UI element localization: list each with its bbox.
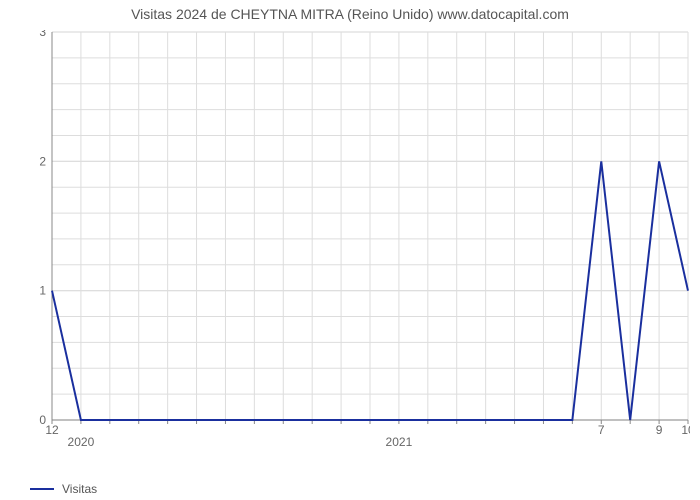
visits-chart: Visitas 2024 de CHEYTNA MITRA (Reino Uni… — [0, 0, 700, 500]
svg-text:2021: 2021 — [386, 435, 413, 449]
svg-text:2: 2 — [39, 154, 46, 168]
legend-label: Visitas — [62, 482, 97, 496]
svg-text:9: 9 — [656, 423, 663, 437]
legend-swatch — [30, 488, 54, 490]
svg-text:2020: 2020 — [68, 435, 95, 449]
svg-text:7: 7 — [598, 423, 605, 437]
legend: Visitas — [30, 482, 97, 496]
plot-area: 012312202020217910 — [30, 30, 690, 450]
chart-title: Visitas 2024 de CHEYTNA MITRA (Reino Uni… — [0, 6, 700, 22]
chart-svg: 012312202020217910 — [30, 30, 690, 450]
svg-text:12: 12 — [45, 423, 59, 437]
svg-text:1: 1 — [39, 284, 46, 298]
svg-text:10: 10 — [681, 423, 690, 437]
svg-text:3: 3 — [39, 30, 46, 39]
